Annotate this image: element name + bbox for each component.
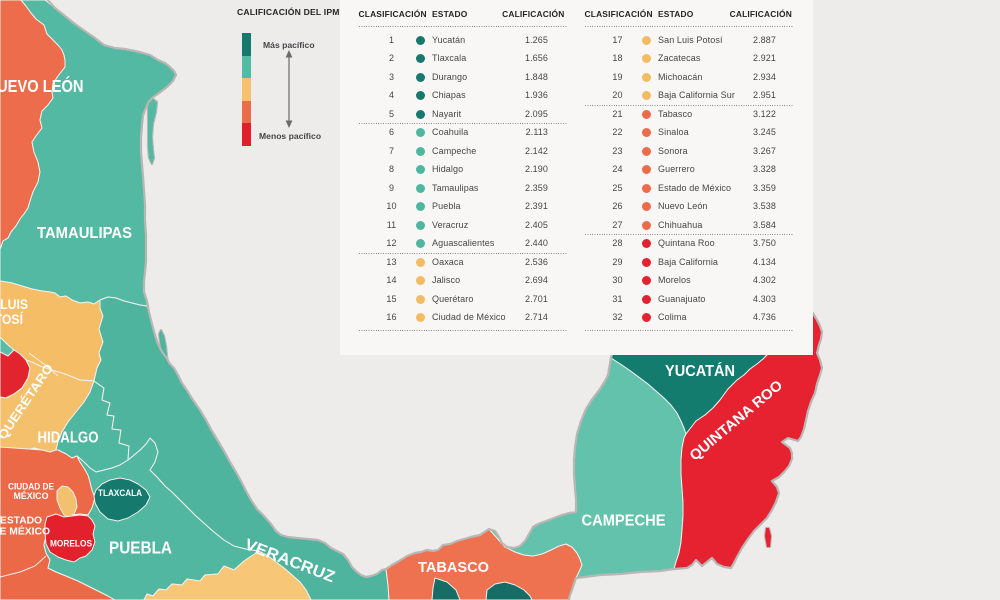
svg-text:DE MÉXICO: DE MÉXICO bbox=[0, 525, 50, 538]
svg-text:PUEBLA: PUEBLA bbox=[109, 538, 172, 558]
svg-text:TAMAULIPAS: TAMAULIPAS bbox=[37, 225, 132, 242]
svg-text:POTOSÍ: POTOSÍ bbox=[0, 311, 24, 327]
svg-text:NUEVO LEÓN: NUEVO LEÓN bbox=[0, 75, 84, 96]
svg-text:CIUDAD DE: CIUDAD DE bbox=[8, 482, 54, 492]
svg-text:CAMPECHE: CAMPECHE bbox=[582, 513, 666, 530]
svg-text:HIDALGO: HIDALGO bbox=[38, 430, 99, 447]
svg-text:ESTADO: ESTADO bbox=[0, 515, 42, 527]
svg-text:TABASCO: TABASCO bbox=[418, 560, 489, 576]
svg-text:YUCATÁN: YUCATÁN bbox=[665, 363, 735, 380]
svg-text:MORELOS: MORELOS bbox=[50, 539, 92, 550]
svg-text:MÉXICO: MÉXICO bbox=[14, 491, 49, 501]
svg-text:TLAXCALA: TLAXCALA bbox=[98, 488, 142, 499]
svg-text:SAN LUIS: SAN LUIS bbox=[0, 296, 28, 312]
